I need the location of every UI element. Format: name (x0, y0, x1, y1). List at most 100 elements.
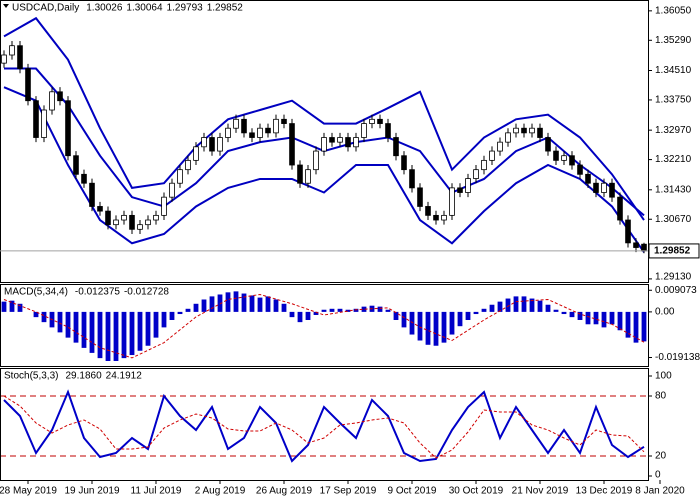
macd-bar (177, 311, 183, 315)
macd-bar (217, 294, 223, 312)
pane-macd (1, 291, 647, 361)
macd-bar (41, 311, 47, 323)
candle-body (417, 187, 423, 207)
y-tick-label: 1.34510 (655, 65, 692, 76)
candle-body (153, 214, 159, 221)
macd-bar (497, 301, 503, 312)
macd-bar (137, 311, 143, 351)
candle-body (393, 137, 399, 157)
macd-bar (601, 311, 607, 328)
candle-body (441, 214, 447, 221)
macd-bar (553, 309, 559, 312)
macd-bar (529, 298, 535, 312)
macd-bar (1, 301, 7, 312)
y-tick-label: 1.36050 (655, 5, 692, 16)
last-price-box (648, 243, 700, 259)
indicator-line (3, 86, 645, 253)
macd-bar (313, 311, 319, 315)
x-tick-label: 17 Sep 2019 (320, 486, 377, 497)
macd-bar (625, 311, 631, 338)
candle-body (145, 219, 151, 226)
symbol: USDCAD,Daily (12, 3, 79, 14)
candle-body (89, 182, 95, 207)
macd-bar (57, 311, 63, 333)
macd-bar (185, 308, 191, 312)
macd-bar (337, 308, 343, 312)
x-tick-label: 2 Aug 2019 (195, 486, 246, 497)
macd-bar (105, 311, 111, 361)
candle-body (1, 54, 7, 64)
candle-body (641, 243, 647, 252)
macd-bar (209, 296, 215, 312)
macd-bar (249, 295, 255, 312)
indicator-line (3, 293, 645, 359)
y-tick-label: 20 (655, 451, 667, 462)
indicator-line (3, 16, 645, 221)
candle-body (513, 127, 519, 134)
candle-body (241, 118, 247, 134)
macd-bar (273, 299, 279, 312)
macd-bar (97, 311, 103, 359)
candle-body (169, 182, 175, 198)
last-price-label: 1.29852 (654, 246, 691, 257)
macd-bar (329, 308, 335, 312)
pane-frame (0, 284, 649, 367)
y-tick-label: 0 (655, 470, 661, 481)
x-tick-label: 11 Jul 2019 (131, 486, 182, 497)
macd-bar (425, 311, 431, 345)
candle-body (425, 206, 431, 216)
candle-body (409, 169, 415, 189)
macd-bar (473, 311, 479, 315)
candle-body (177, 169, 183, 184)
indicator-line (3, 395, 645, 459)
macd-bar (585, 311, 591, 325)
candle-body (385, 123, 391, 138)
candle-body (217, 137, 223, 152)
stoch-value: 24.1912 (106, 371, 143, 382)
macd-bar (361, 306, 367, 312)
candle-body (593, 182, 599, 193)
macd-bar (489, 304, 495, 312)
candle-body (33, 100, 39, 138)
x-tick-label: 21 Nov 2019 (512, 486, 569, 497)
x-tick-label: 8 Jan 2020 (635, 486, 685, 497)
candle-body (369, 118, 375, 124)
candle-body (121, 214, 127, 221)
candle-body (81, 173, 87, 184)
macd-bar (121, 311, 127, 359)
candle-body (561, 155, 567, 161)
candle-body (57, 91, 63, 102)
macd-bar (401, 311, 407, 328)
x-tick-label: 30 Oct 2019 (449, 486, 504, 497)
macd-bar (321, 309, 327, 312)
candle-body (577, 164, 583, 175)
candle-body (401, 155, 407, 171)
candle-body (185, 159, 191, 171)
candle-body (497, 141, 503, 152)
macd-bar (537, 300, 543, 312)
macd-bar (417, 311, 423, 341)
candle-body (65, 100, 71, 157)
macd-bar (305, 311, 311, 320)
candle-body (457, 187, 463, 193)
candle-body (337, 137, 343, 143)
macd-bar (345, 309, 351, 312)
macd-bar (169, 311, 175, 320)
candle-body (537, 127, 543, 138)
candle-body (17, 45, 23, 69)
x-tick-label: 13 Dec 2019 (576, 486, 633, 497)
candle-body (633, 242, 639, 248)
y-tick-label: 1.35290 (655, 35, 692, 46)
y-tick-label: 100 (655, 371, 672, 382)
y-tick-label: 1.32210 (655, 154, 692, 165)
candle-body (41, 109, 47, 138)
candle-body (449, 187, 455, 216)
macd-bar (569, 311, 575, 318)
macd-bar (633, 311, 639, 343)
macd-bar (545, 304, 551, 312)
candle-body (209, 137, 215, 152)
y-tick-label: -0.019138 (655, 352, 700, 363)
x-tick-label: 9 Oct 2019 (388, 486, 437, 497)
